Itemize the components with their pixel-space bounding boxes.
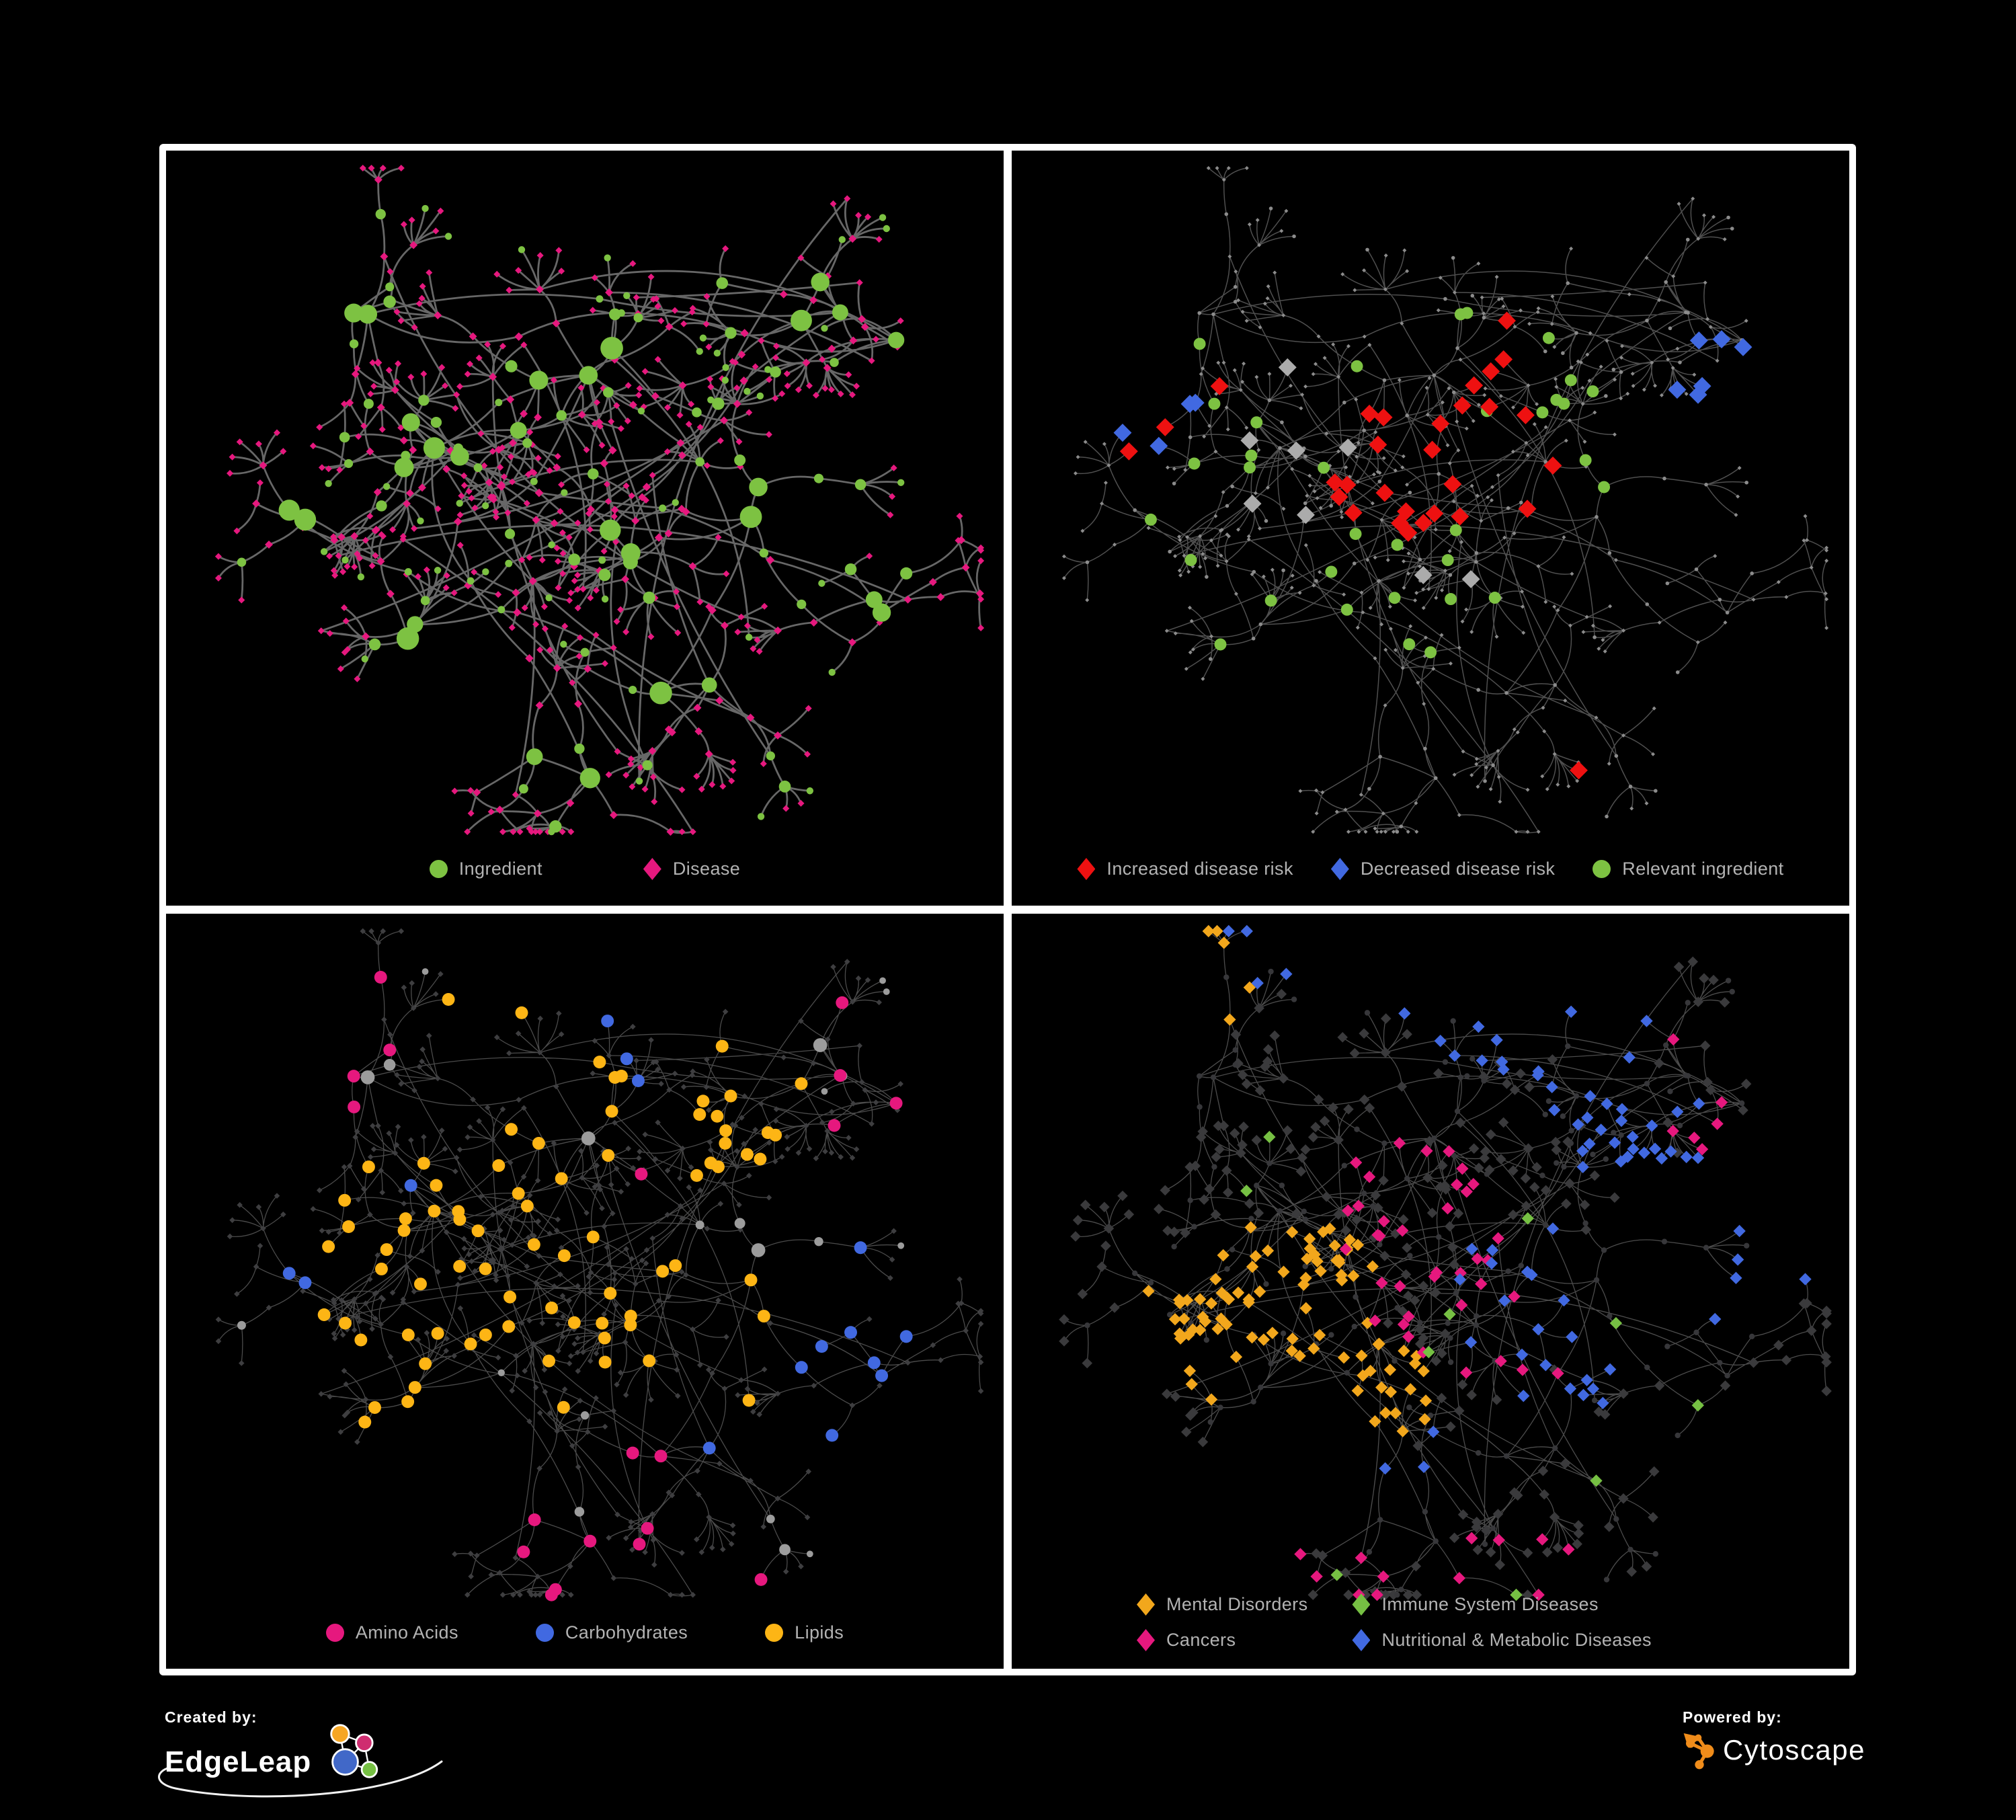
powered-by-block: Powered by: Cytoscape xyxy=(1683,1708,1865,1770)
cytoscape-logo-icon xyxy=(1683,1733,1714,1770)
edgeleap-logo-icon xyxy=(330,1724,378,1778)
created-by-label: Created by: xyxy=(165,1708,257,1726)
network-disease-classes xyxy=(1059,924,1832,1601)
panel-ingredient-classes: Amino Acids Carbohydrates Lipids xyxy=(166,914,1004,1669)
panel-disease-risk: Increased disease risk Decreased disease … xyxy=(1012,151,1849,906)
network-ingredient-classes xyxy=(215,928,984,1601)
panel-grid: Ingredient Disease Increased disease risk… xyxy=(159,144,1856,1675)
edgeleap-logo-row: EdgeLeap xyxy=(158,1724,443,1798)
cytoscape-brand: Cytoscape xyxy=(1723,1734,1865,1766)
created-by-block: Created by: EdgeLeap xyxy=(158,1708,443,1798)
panel-disease-classes: Mental Disorders Immune System Diseases Ca… xyxy=(1012,914,1849,1669)
powered-by-label: Powered by: xyxy=(1683,1708,1782,1726)
network-disease-risk xyxy=(1061,165,1829,834)
network-ingredient-disease xyxy=(214,164,985,836)
edgeleap-brand: EdgeLeap xyxy=(165,1745,312,1778)
panel-ingredient-disease: Ingredient Disease xyxy=(166,151,1004,906)
cytoscape-logo-row: Cytoscape xyxy=(1683,1731,1865,1770)
